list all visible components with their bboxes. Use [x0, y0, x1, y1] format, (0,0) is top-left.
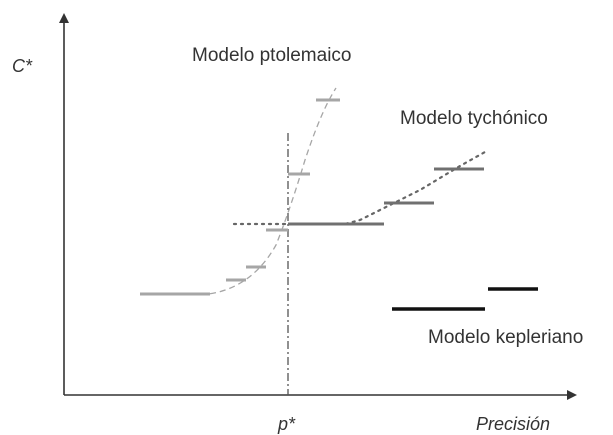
y-axis-label: C* — [12, 56, 33, 76]
keplerian-model-label: Modelo kepleriano — [428, 327, 583, 348]
ptolemaic-model-label: Modelo ptolemaico — [192, 45, 351, 66]
keplerian-steps — [392, 287, 538, 311]
ptolemaic-steps — [140, 98, 340, 296]
ptolemaic-curve — [140, 87, 337, 295]
tychonic-steps — [288, 167, 484, 226]
tychonic-model-label: Modelo tychónico — [400, 108, 548, 129]
tychonic-trend — [232, 150, 487, 226]
p-star-label: p* — [277, 414, 296, 434]
x-axis-label: Precisión — [476, 414, 550, 434]
